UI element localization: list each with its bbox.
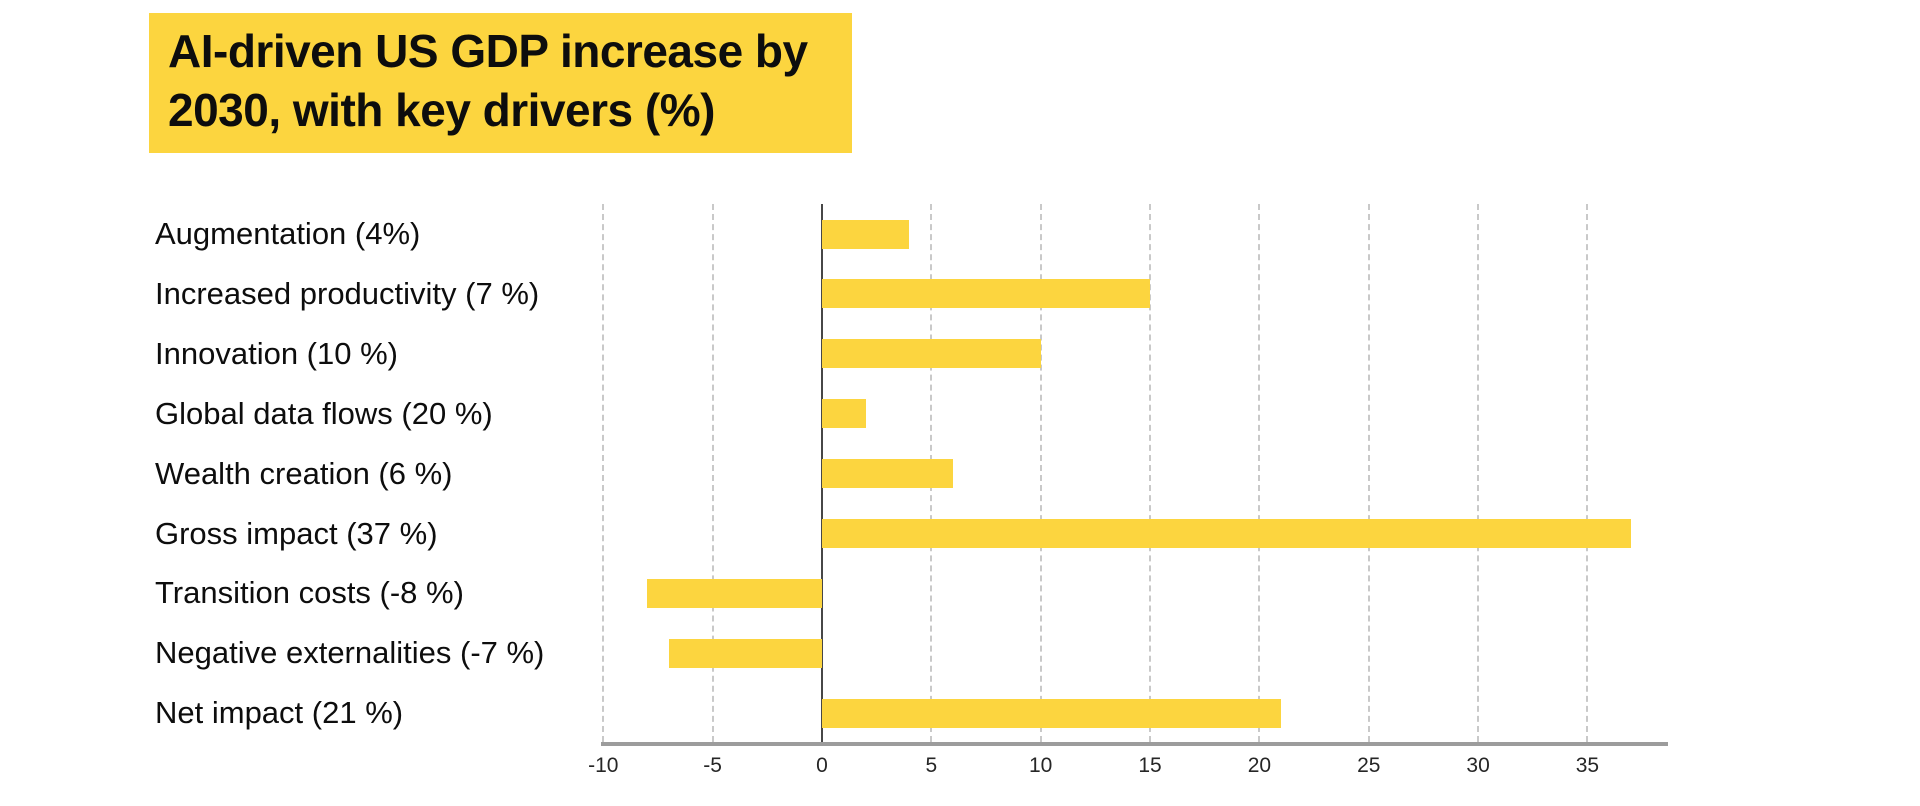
category-label-net-impact-21: Net impact (21 %) [155, 695, 404, 731]
x-tick-label-35: 35 [1575, 754, 1600, 777]
bar-augmentation-4 [822, 219, 910, 249]
category-label-wealth-creation-6: Wealth creation (6 %) [155, 455, 453, 491]
x-tick-label-5: 5 [925, 754, 938, 777]
bar-innovation-10 [822, 339, 1041, 369]
gridline-30 [1477, 204, 1480, 742]
category-label-innovation-10: Innovation (10 %) [155, 335, 398, 371]
gridline-15 [1149, 204, 1152, 742]
x-tick-label-0: 0 [816, 754, 828, 777]
gridline--5 [711, 204, 714, 742]
x-tick-label-15: 15 [1138, 754, 1162, 777]
x-tick-label--5: -5 [703, 754, 722, 777]
x-tick-label--10: -10 [588, 754, 619, 777]
chart-title-block: AI-driven US GDP increase by 2030, with … [149, 13, 852, 153]
category-label-global-data-flows-20: Global data flows (20 %) [155, 395, 493, 431]
category-label-negative-externalities-7: Negative externalities (-7 %) [155, 635, 545, 671]
category-label-transition-costs-8: Transition costs (-8 %) [155, 575, 464, 611]
gridline-35 [1586, 204, 1589, 742]
x-tick-label-25: 25 [1357, 754, 1381, 777]
bar-increased-productivity-7 [822, 279, 1151, 309]
bar-global-data-flows-20 [822, 399, 866, 429]
bar-negative-externalities-7 [668, 638, 822, 668]
gridline--10 [602, 204, 605, 742]
chart-title-line-1: AI-driven US GDP increase by [168, 25, 808, 77]
chart-title-line-2: 2030, with key drivers (%) [168, 84, 715, 136]
gridline-20 [1258, 204, 1261, 742]
x-tick-label-10: 10 [1029, 754, 1053, 777]
category-label-gross-impact-37: Gross impact (37 %) [155, 515, 438, 551]
x-axis-line [601, 742, 1668, 746]
x-tick-label-30: 30 [1466, 754, 1490, 777]
category-label-augmentation-4: Augmentation (4%) [155, 216, 421, 251]
bar-gross-impact-37 [822, 519, 1632, 548]
gridline-10 [1039, 204, 1042, 742]
bar-net-impact-21 [822, 698, 1282, 728]
bar-wealth-creation-6 [822, 459, 954, 489]
x-tick-label-20: 20 [1247, 754, 1272, 777]
bar-transition-costs-8 [647, 578, 822, 608]
category-label-increased-productivity-7: Increased productivity (7 %) [155, 275, 540, 311]
gridline-25 [1367, 204, 1370, 742]
